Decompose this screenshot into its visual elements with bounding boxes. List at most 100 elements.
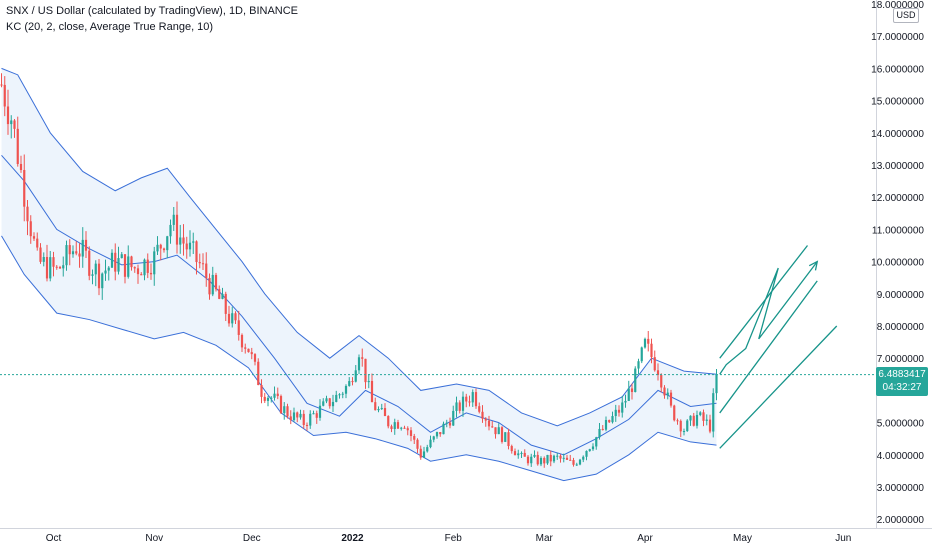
candle[interactable] <box>214 272 218 292</box>
candle[interactable] <box>185 236 188 259</box>
candle[interactable] <box>422 446 426 459</box>
candle[interactable] <box>484 417 487 427</box>
candle[interactable] <box>536 451 539 466</box>
candle-body[interactable] <box>364 358 367 383</box>
candle[interactable] <box>390 424 393 433</box>
candle-body[interactable] <box>712 393 715 432</box>
candle-body[interactable] <box>380 408 383 410</box>
candle[interactable] <box>510 444 513 454</box>
candle-body[interactable] <box>315 413 318 418</box>
candle-body[interactable] <box>201 263 205 265</box>
candle-body[interactable] <box>468 401 471 403</box>
candle-body[interactable] <box>29 221 32 237</box>
candle[interactable] <box>429 435 432 449</box>
candle[interactable] <box>699 411 702 417</box>
candle-body[interactable] <box>62 265 65 269</box>
candle[interactable] <box>42 252 45 267</box>
candle-body[interactable] <box>68 245 71 255</box>
candle[interactable] <box>146 253 149 279</box>
candle-body[interactable] <box>55 266 58 268</box>
candle[interactable] <box>266 396 270 407</box>
candle[interactable] <box>335 390 338 403</box>
candle-body[interactable] <box>689 415 692 421</box>
candle[interactable] <box>52 251 55 277</box>
candle-body[interactable] <box>188 242 192 250</box>
candle[interactable] <box>231 306 234 328</box>
candle[interactable] <box>504 432 507 443</box>
candle[interactable] <box>565 454 569 461</box>
candle[interactable] <box>6 89 10 135</box>
candle-body[interactable] <box>458 402 461 411</box>
candle[interactable] <box>578 458 582 466</box>
candle-body[interactable] <box>419 448 422 458</box>
candle[interactable] <box>562 453 565 463</box>
candle-body[interactable] <box>682 431 686 433</box>
candle-body[interactable] <box>413 436 416 440</box>
candle[interactable] <box>0 73 3 88</box>
candle[interactable] <box>19 155 23 173</box>
candle[interactable] <box>305 422 309 431</box>
candle-body[interactable] <box>88 250 91 276</box>
candle[interactable] <box>653 350 656 372</box>
candle[interactable] <box>695 410 699 429</box>
candle-body[interactable] <box>260 385 263 397</box>
candle-body[interactable] <box>647 338 650 344</box>
candle-body[interactable] <box>484 418 487 421</box>
candle[interactable] <box>169 219 172 244</box>
candle[interactable] <box>416 438 419 454</box>
candle-body[interactable] <box>608 419 611 423</box>
candle-body[interactable] <box>640 347 643 362</box>
candle[interactable] <box>159 243 162 261</box>
candle[interactable] <box>68 239 71 266</box>
candle[interactable] <box>338 393 341 399</box>
candle[interactable] <box>120 252 123 259</box>
candle-body[interactable] <box>101 273 104 289</box>
candle[interactable] <box>530 453 533 467</box>
candle[interactable] <box>188 230 192 257</box>
time-axis[interactable]: Oct Nov Dec 2022 Feb Mar Apr May Jun <box>0 528 932 550</box>
candle-body[interactable] <box>643 338 647 348</box>
candle-body[interactable] <box>621 402 624 413</box>
candle[interactable] <box>361 348 364 367</box>
candle[interactable] <box>23 154 26 222</box>
candle[interactable] <box>393 418 396 435</box>
candle-body[interactable] <box>247 348 250 353</box>
candle-body[interactable] <box>45 256 49 279</box>
candle-body[interactable] <box>312 413 315 415</box>
candle[interactable] <box>374 397 377 411</box>
candle-body[interactable] <box>497 427 500 435</box>
candle[interactable] <box>676 418 679 425</box>
candle[interactable] <box>439 432 442 437</box>
candle-body[interactable] <box>91 274 94 276</box>
candle[interactable] <box>328 397 331 409</box>
candle[interactable] <box>58 265 62 269</box>
candle-body[interactable] <box>143 259 146 276</box>
candle[interactable] <box>318 399 322 421</box>
candle-body[interactable] <box>494 427 497 435</box>
candle-body[interactable] <box>552 455 556 462</box>
candle-body[interactable] <box>614 409 617 417</box>
candle[interactable] <box>406 426 409 436</box>
candle[interactable] <box>598 423 601 440</box>
candle-body[interactable] <box>123 254 127 277</box>
candle-body[interactable] <box>292 412 296 421</box>
candle-body[interactable] <box>393 422 396 430</box>
candle-body[interactable] <box>159 244 162 249</box>
candle-body[interactable] <box>283 406 286 414</box>
candle-body[interactable] <box>439 432 442 435</box>
candle-body[interactable] <box>715 374 718 394</box>
candle[interactable] <box>133 266 136 273</box>
candle-body[interactable] <box>422 451 426 458</box>
candle[interactable] <box>253 353 257 366</box>
candle[interactable] <box>331 394 335 412</box>
candle-body[interactable] <box>250 352 253 355</box>
candle[interactable] <box>708 414 712 434</box>
candle-body[interactable] <box>344 385 348 394</box>
candle-body[interactable] <box>465 396 468 402</box>
candle-body[interactable] <box>114 252 117 272</box>
candle-body[interactable] <box>604 419 608 430</box>
candle-body[interactable] <box>361 357 364 359</box>
candle[interactable] <box>26 199 29 236</box>
candle[interactable] <box>357 354 361 375</box>
candle[interactable] <box>78 243 81 268</box>
